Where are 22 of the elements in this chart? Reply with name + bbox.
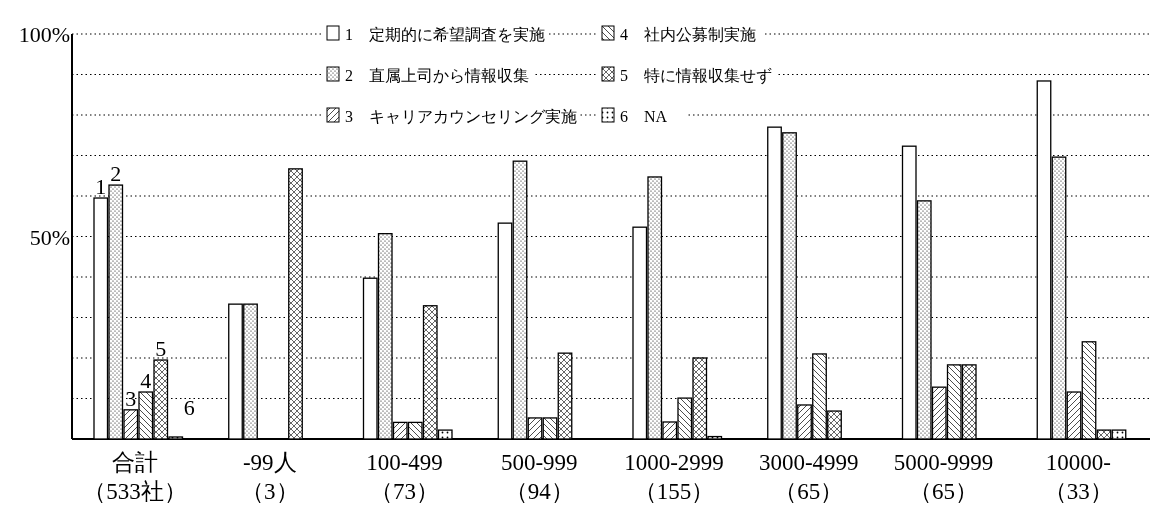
x-tick-label: 5000-9999（65） — [893, 450, 994, 504]
annotation: 2 — [110, 161, 122, 187]
annotation: 1 — [95, 174, 107, 200]
annotation: 3 — [125, 385, 137, 411]
y-tick-label: 50% — [29, 224, 70, 250]
x-tick-label: 3000-4999（65） — [758, 450, 859, 504]
x-tick-label: 100-499（73） — [366, 450, 443, 504]
x-tick-label: 1000-2999（155） — [624, 450, 724, 504]
legend-label: 2 直属上司から情報収集 — [345, 67, 529, 84]
legend-label: 3 キャリアカウンセリング実施 — [345, 108, 577, 125]
legend-label: 6 NA — [620, 108, 668, 125]
x-tick-label: 10000-（33） — [1043, 450, 1113, 504]
annotation: 5 — [155, 336, 167, 362]
x-tick-label: 500-999（94） — [500, 450, 578, 504]
annotation: 4 — [140, 368, 152, 394]
annotation: 6 — [183, 394, 195, 420]
legend-label: 1 定期的に希望調査を実施 — [345, 26, 545, 43]
y-tick-label: 100% — [18, 22, 70, 47]
x-tick-label: -99人（3） — [241, 450, 299, 504]
legend-label: 5 特に情報収集せず — [620, 67, 772, 85]
x-tick-label: 合計（533社） — [83, 450, 187, 504]
legend-label: 4 社内公募制実施 — [620, 26, 756, 43]
